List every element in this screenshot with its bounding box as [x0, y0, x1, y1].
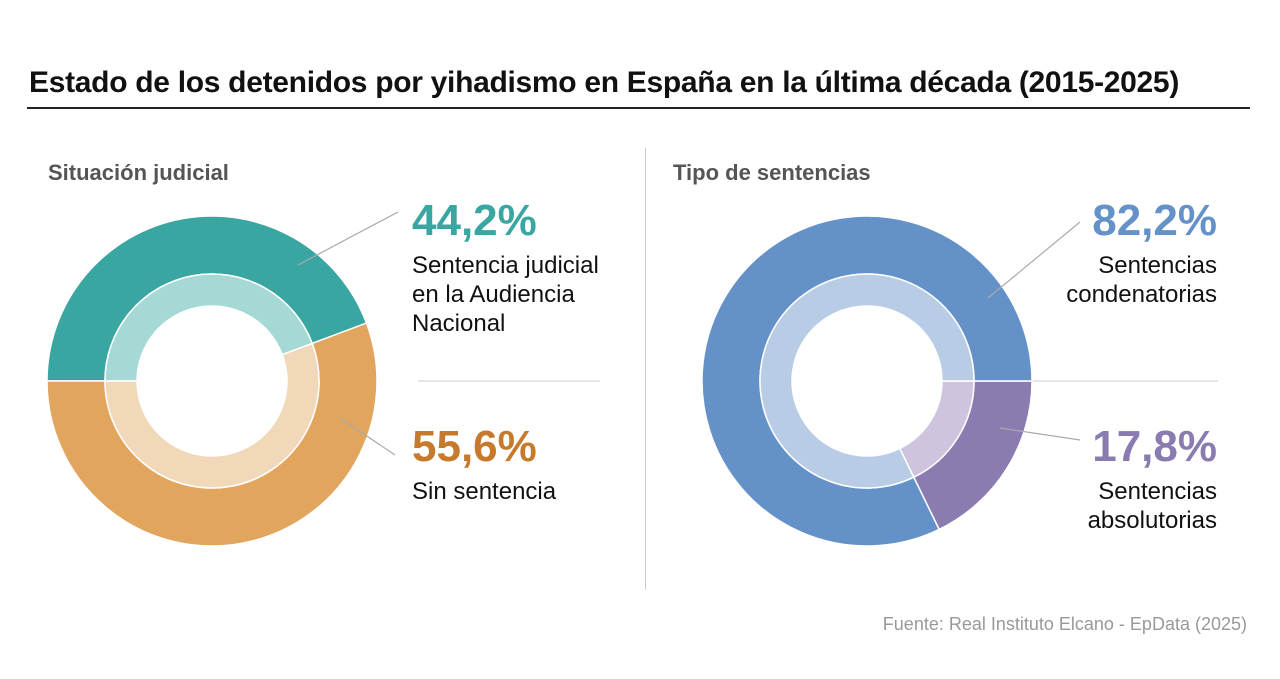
donut-tipo-sentencias	[701, 215, 1033, 547]
donut-slice-inner-822	[759, 273, 975, 489]
slice-label-audiencia: Sentencia judicial en la Audiencia Nacio…	[412, 252, 599, 337]
data-label-55: 55,6%	[412, 422, 537, 471]
chart-title: Estado de los detenidos por yihadismo en…	[29, 66, 1180, 99]
leader-line-82	[987, 221, 1081, 299]
source-note: Fuente: Real Instituto Elcano - EpData (…	[882, 614, 1247, 634]
leader-line-17	[999, 427, 1081, 441]
donut-slice-inner-442	[104, 273, 314, 382]
title-rule	[27, 107, 1250, 109]
data-label-82: 82,2%	[1092, 196, 1217, 245]
donut-situacion-judicial	[46, 215, 378, 547]
slice-label-sin-sentencia: Sin sentencia	[412, 478, 557, 505]
slice-label-condenatorias: Sentencias condenatorias	[1066, 252, 1217, 308]
slice-label-absolutorias: Sentencias absolutorias	[1087, 478, 1217, 534]
subtitle-left: Situación judicial	[48, 160, 229, 185]
subtitle-right: Tipo de sentencias	[673, 160, 871, 185]
leader-line-44	[297, 211, 399, 266]
data-label-44: 44,2%	[412, 196, 537, 245]
donut-slice-inner-556	[104, 342, 320, 489]
vertical-divider	[645, 148, 646, 590]
leader-line-55	[339, 417, 396, 456]
data-label-17: 17,8%	[1092, 422, 1217, 471]
